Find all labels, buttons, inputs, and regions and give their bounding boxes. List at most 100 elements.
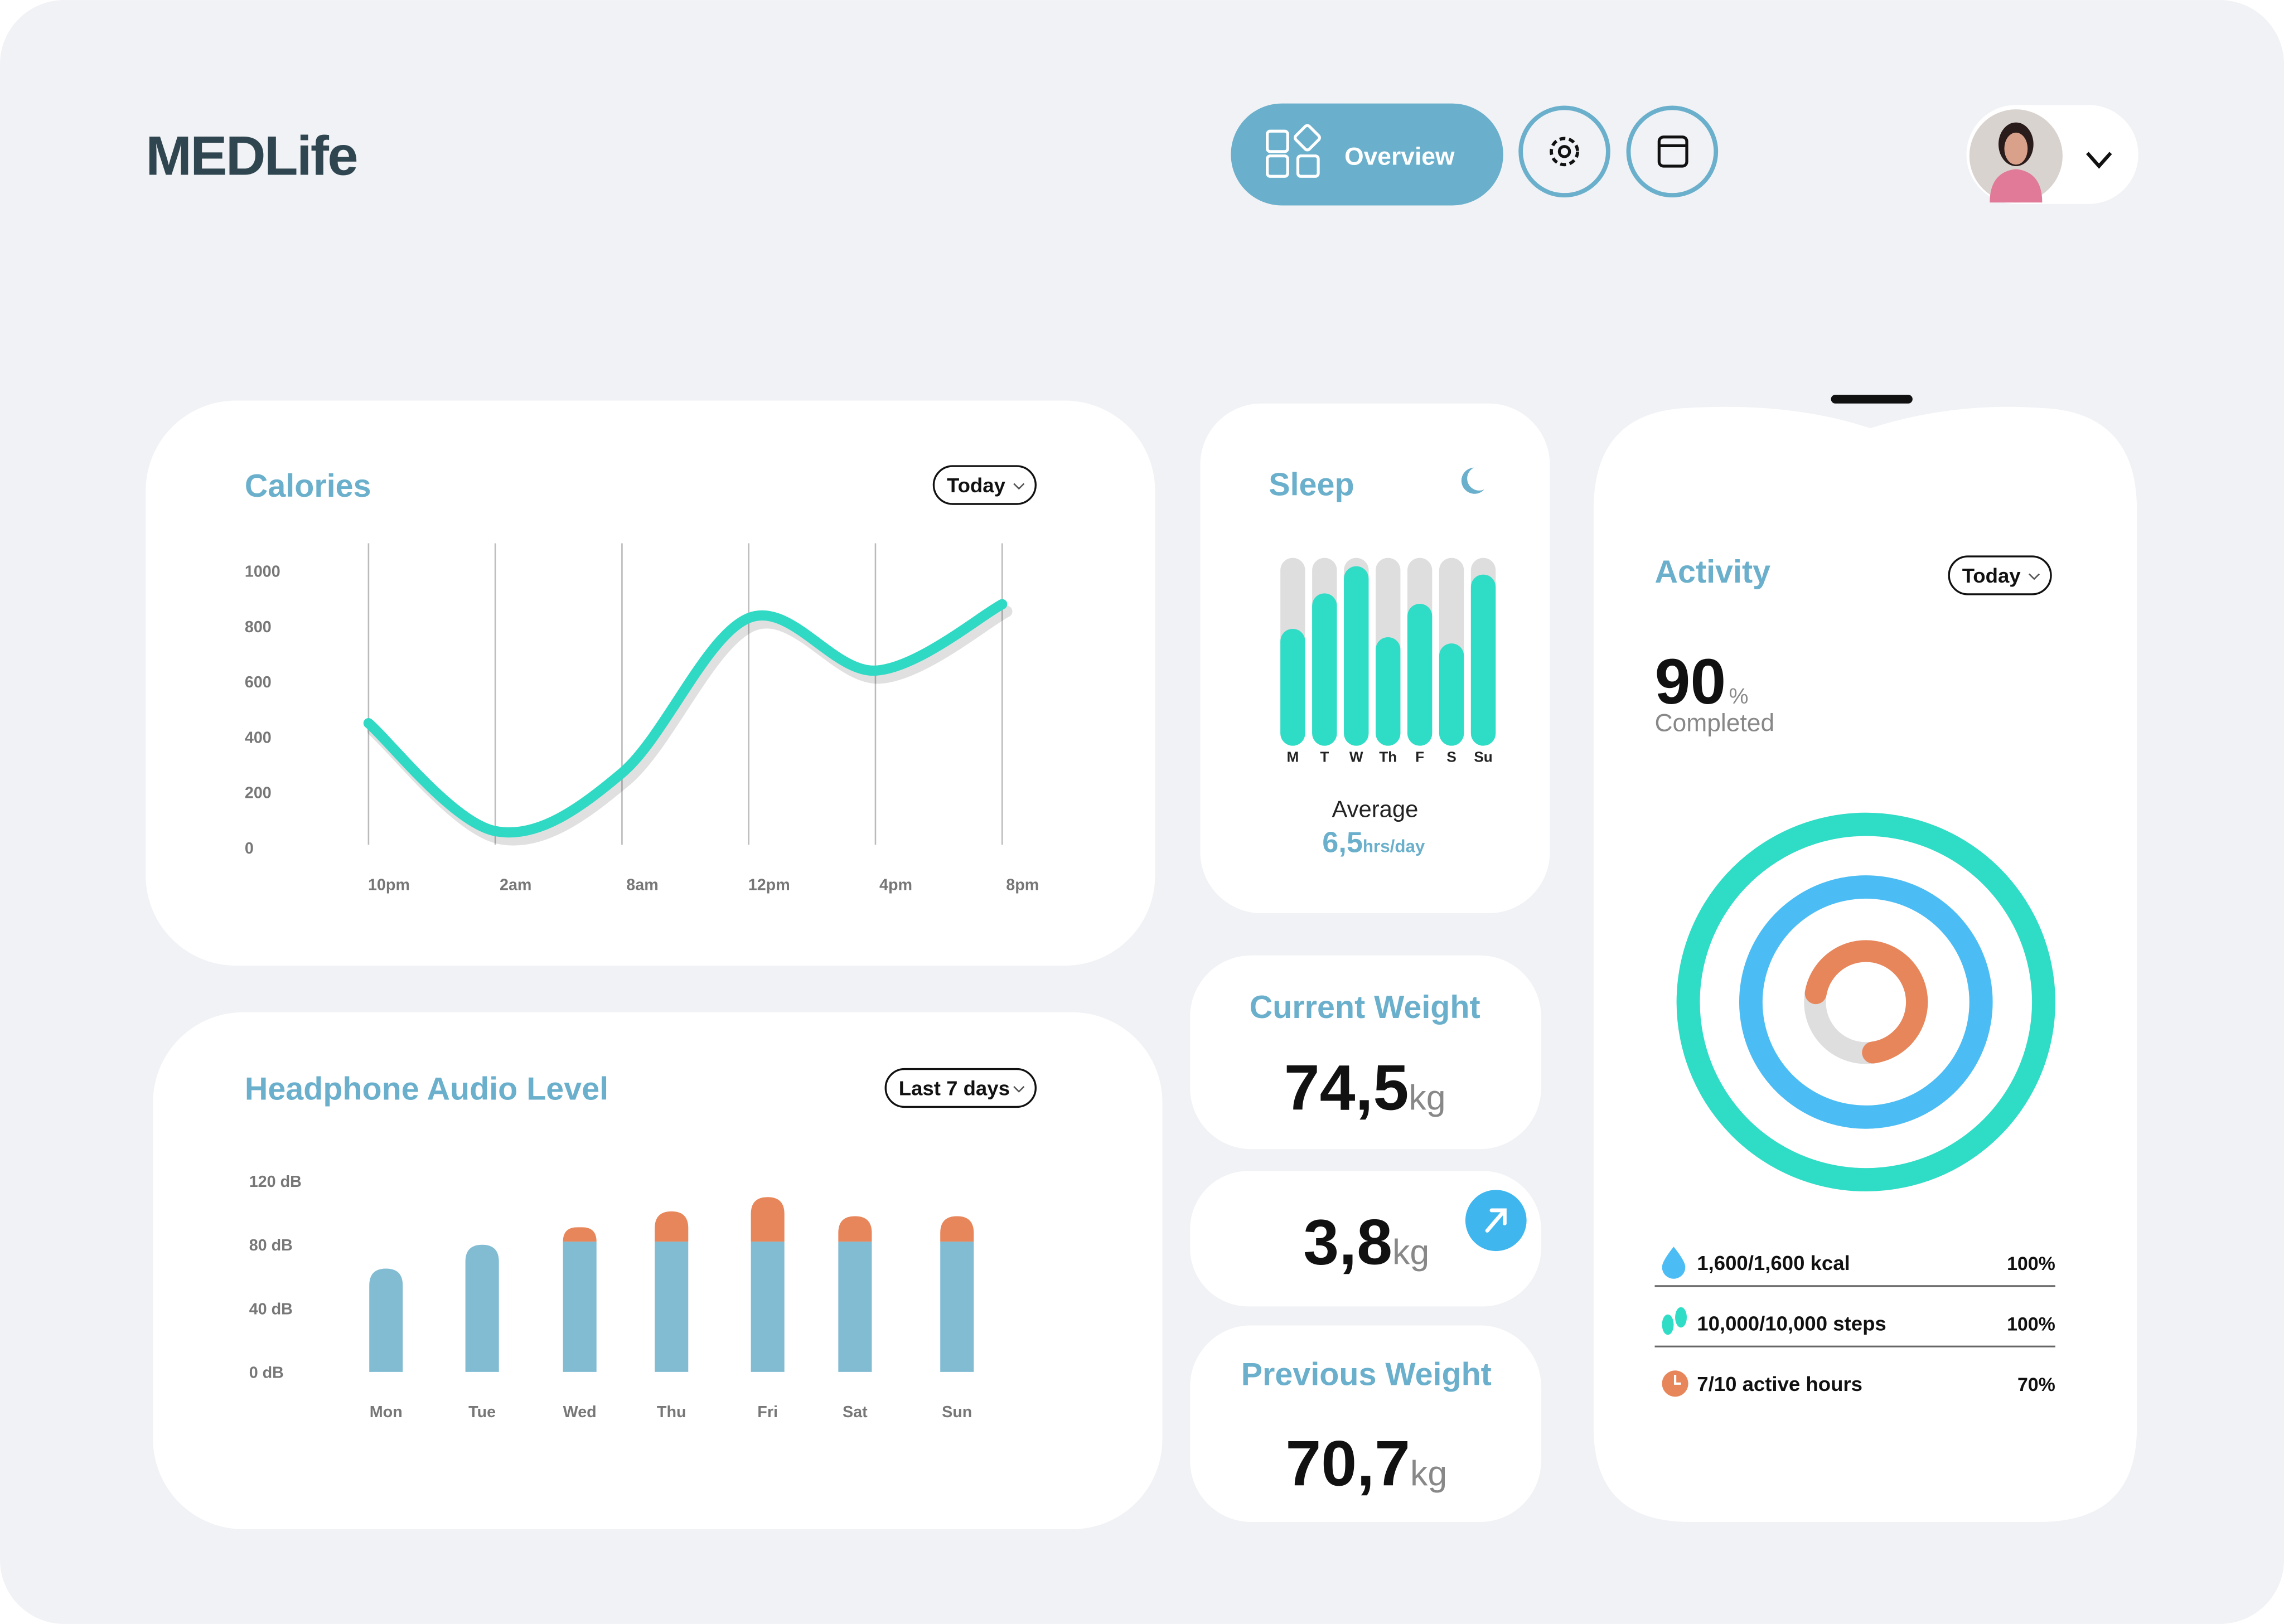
x-tick-label: Su: [1474, 748, 1492, 765]
y-tick-label: 40 dB: [249, 1300, 293, 1318]
activity-ring: [1676, 812, 2055, 1191]
chevron: [2086, 152, 2112, 169]
clock-icon: [1673, 1375, 1681, 1385]
avatar: [1990, 169, 2043, 203]
filter-label: Today: [1962, 564, 2021, 587]
logo: MEDLife: [146, 125, 357, 187]
sleep-bar: [1312, 593, 1337, 746]
kcal-icon: [1662, 1247, 1686, 1279]
sleep-bar: [1407, 604, 1433, 746]
audio-bar: [751, 1197, 785, 1242]
sleep-bar: [1344, 566, 1369, 746]
y-tick-label: 800: [245, 618, 272, 636]
y-tick-label: 400: [245, 729, 272, 746]
x-tick-label: Thu: [657, 1403, 686, 1421]
y-tick-label: 120 dB: [249, 1173, 302, 1191]
icon-part: [1266, 129, 1289, 153]
card: [1190, 955, 1541, 1150]
y-tick-label: 0: [245, 840, 254, 857]
calorie-line: [363, 599, 1008, 838]
x-tick-label: Wed: [563, 1403, 597, 1421]
card: [1190, 1171, 1541, 1307]
filter-chevron: [2028, 573, 2040, 580]
y-tick-label: 80 dB: [249, 1237, 293, 1254]
weight-unit: kg: [1409, 1079, 1445, 1118]
activity-value: 70%: [2017, 1374, 2055, 1395]
card-title: Calories: [245, 468, 371, 504]
weight: 3,8kg: [1303, 1207, 1429, 1278]
filter-dropdown[interactable]: [1948, 555, 2052, 595]
activity-label: 7/10 active hours: [1697, 1373, 1862, 1395]
y-tick-label: 0 dB: [249, 1364, 284, 1381]
overview-icon: [1266, 124, 1321, 178]
completed-unit: %: [1729, 685, 1749, 709]
card-title: Sleep: [1269, 467, 1354, 502]
activity-value: 100%: [2007, 1313, 2055, 1335]
activity-value: 100%: [2007, 1253, 2055, 1274]
calendar-button[interactable]: [1626, 105, 1719, 198]
audio-bar: [655, 1211, 689, 1242]
average-label: Average: [1332, 796, 1419, 822]
weight-value: 3,8: [1303, 1207, 1392, 1278]
activity-label: 10,000/10,000 steps: [1697, 1312, 1886, 1335]
sleep-bar: [1376, 637, 1401, 746]
filter-chevron: [1013, 483, 1025, 490]
x-tick-label: Th: [1379, 748, 1397, 765]
steps-icon: [1675, 1307, 1687, 1328]
activity-ring: [1804, 940, 1928, 1064]
audio-bar: [940, 1242, 974, 1372]
x-tick-label: S: [1446, 748, 1456, 765]
y-tick-label: 1000: [245, 563, 280, 581]
steps-icon: [1662, 1314, 1674, 1335]
card-title: Headphone Audio Level: [245, 1071, 608, 1107]
weight: 74,5kg: [1284, 1053, 1446, 1124]
x-tick-label: W: [1349, 748, 1363, 765]
filter-label: Last 7 days: [899, 1077, 1010, 1100]
completed-value: 90: [1655, 646, 1726, 718]
x-tick-label: Fri: [757, 1403, 778, 1421]
card: [146, 400, 1155, 966]
card: [1200, 403, 1550, 914]
x-tick-label: 10pm: [368, 876, 410, 894]
filter-label: Today: [947, 474, 1006, 497]
filter-dropdown[interactable]: [884, 1068, 1037, 1108]
audio-bar: [465, 1244, 499, 1372]
x-tick-label: T: [1320, 748, 1329, 765]
weight-value: 74,5: [1284, 1053, 1409, 1124]
sleep-bar: [1280, 628, 1305, 746]
nav-label: Overview: [1344, 143, 1455, 170]
x-tick-label: 2am: [500, 876, 531, 894]
moon-icon: [1461, 467, 1484, 494]
nav-overview[interactable]: [1231, 103, 1503, 206]
average-value: 6,5: [1322, 826, 1363, 859]
trend-arrow: [1485, 1208, 1507, 1233]
icon-part: [1266, 154, 1289, 178]
audio-bar: [655, 1242, 689, 1372]
gear-icon: [1557, 145, 1571, 158]
x-tick-label: 8pm: [1006, 876, 1039, 894]
y-tick-label: 600: [245, 673, 272, 691]
card-title: Activity: [1655, 554, 1771, 590]
x-tick-label: Mon: [370, 1403, 403, 1421]
completed-label: Completed: [1655, 710, 1775, 737]
weight-unit: kg: [1410, 1455, 1447, 1494]
x-tick-label: F: [1415, 748, 1424, 765]
activity-label: 1,600/1,600 kcal: [1697, 1252, 1850, 1274]
activity-ring: [1739, 875, 1993, 1129]
icon-part: [1296, 154, 1320, 178]
filter-dropdown[interactable]: [932, 465, 1037, 505]
settings-button[interactable]: [1518, 105, 1610, 198]
y-tick-label: 200: [245, 784, 272, 802]
weight-value: 70,7: [1285, 1428, 1410, 1500]
x-tick-label: Sat: [843, 1403, 868, 1421]
card-title: Previous Weight: [1241, 1356, 1492, 1392]
completed: 90%: [1655, 646, 1749, 718]
average: 6,5hrs/day: [1322, 826, 1425, 859]
audio-bar: [751, 1242, 785, 1372]
x-tick-label: 8am: [626, 876, 658, 894]
audio-bar: [838, 1242, 872, 1372]
x-tick-label: 4pm: [879, 876, 912, 894]
sleep-bar: [1470, 574, 1496, 746]
